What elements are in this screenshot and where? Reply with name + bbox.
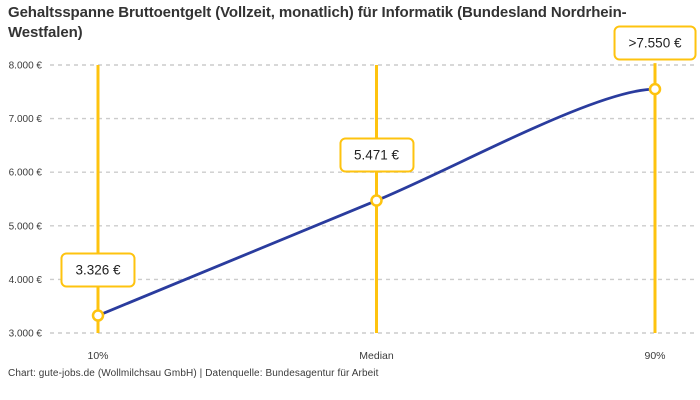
data-point-marker: [91, 309, 105, 322]
data-point-marker: [370, 194, 383, 207]
x-tick-label: 90%: [644, 350, 665, 362]
value-label-90th-percentile: >7.550 €: [613, 25, 697, 61]
y-tick-label: 4.000 €: [9, 275, 43, 286]
data-point-marker: [648, 82, 662, 96]
y-tick-label: 5.000 €: [9, 221, 43, 232]
x-tick-label: Median: [359, 350, 394, 362]
y-tick-label: 7.000 €: [9, 114, 43, 125]
footer-credit: Chart: gute-jobs.de (Wollmilchsau GmbH) …: [8, 368, 379, 379]
y-tick-label: 3.000 €: [9, 329, 43, 340]
y-tick-label: 8.000 €: [9, 61, 43, 72]
y-tick-label: 6.000 €: [9, 168, 43, 179]
value-label-median: 5.471 €: [338, 137, 415, 173]
value-label-10th-percentile: 3.326 €: [60, 252, 136, 288]
x-tick-label: 10%: [87, 350, 108, 362]
page-title: Gehaltsspanne Bruttoentgelt (Vollzeit, m…: [8, 4, 627, 42]
